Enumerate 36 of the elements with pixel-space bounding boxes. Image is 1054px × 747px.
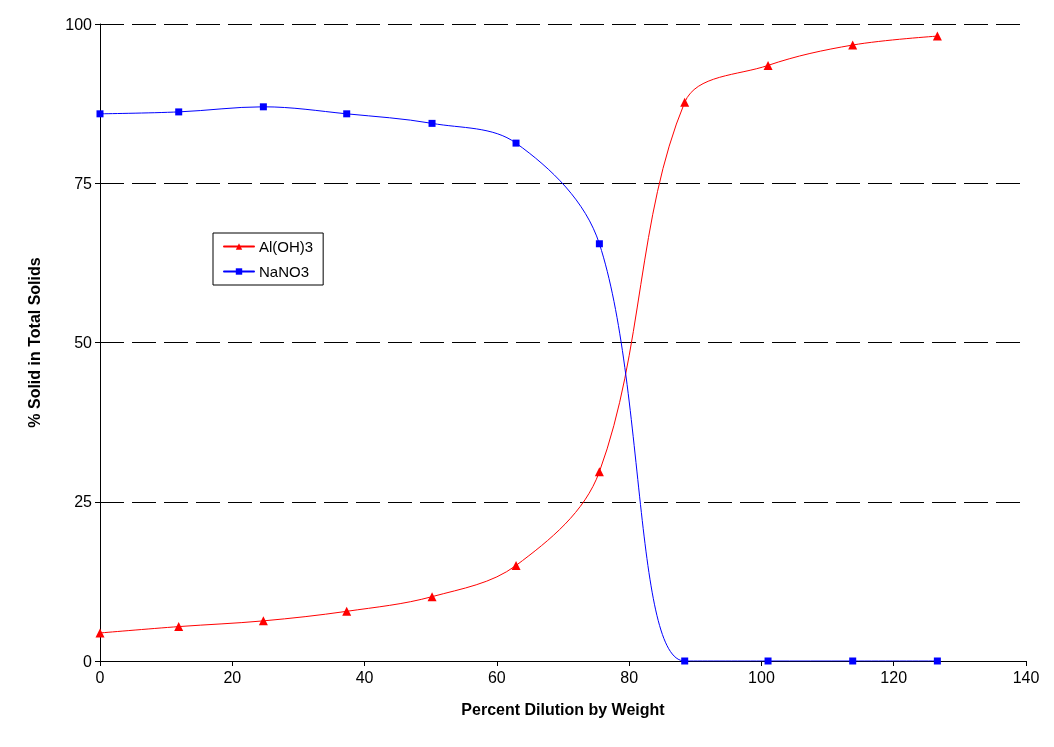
y-tick-label: 100 [65,15,93,33]
point [96,110,104,118]
point [849,657,857,665]
point [175,108,183,116]
x-tick-label: 100 [748,668,775,686]
point [95,628,105,638]
x-tick-label: 40 [355,668,374,686]
point [511,560,521,570]
x-tick-label: 20 [223,668,242,686]
x-tick-label: 140 [1012,668,1040,686]
y-tick-label: 75 [74,174,93,192]
point [764,657,772,665]
legend-label: NaNO3 [259,263,310,280]
point [428,119,436,127]
point [512,139,520,147]
point [343,110,351,118]
legend-label: Al(OH)3 [259,238,314,255]
point [681,657,689,665]
point [763,60,773,70]
x-tick-label: 0 [95,668,105,686]
point [933,657,941,665]
x-tick-label: 120 [880,668,908,686]
x-tick-label: 60 [487,668,506,686]
point [932,31,942,41]
x-axis-title: Percent Dilution by Weight [461,700,666,718]
point [342,606,352,616]
point [595,240,603,248]
x-tick-label: 80 [620,668,639,686]
point [427,592,437,602]
y-tick-label: 0 [83,652,93,670]
point [848,40,858,50]
y-axis-title: % Solid in Total Solids [25,257,43,428]
point [680,97,690,107]
point [259,103,267,111]
y-tick-label: 25 [74,493,93,511]
y-tick-label: 50 [74,334,93,351]
